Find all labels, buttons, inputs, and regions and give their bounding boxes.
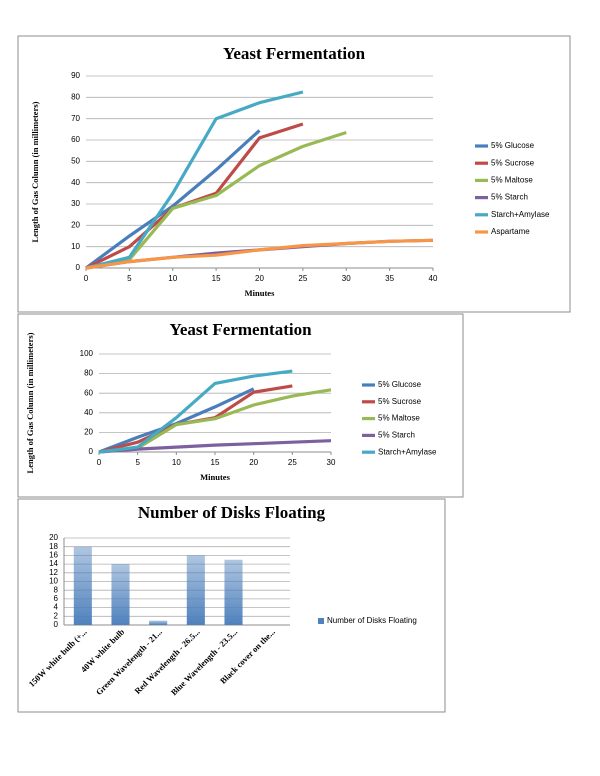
- chart-title: Yeast Fermentation: [169, 320, 312, 339]
- x-tick-label: 10: [168, 274, 177, 283]
- y-tick-label: 0: [89, 447, 94, 456]
- chart-frame: [17, 313, 464, 498]
- x-tick-label: 15: [211, 458, 220, 467]
- y-tick-label: 20: [71, 220, 80, 229]
- legend-label: 5% Sucrose: [378, 397, 422, 406]
- x-tick-label: 35: [385, 274, 394, 283]
- x-tick-label: 25: [288, 458, 297, 467]
- bar: [149, 620, 168, 625]
- y-tick-label: 40: [71, 178, 80, 187]
- y-tick-label: 70: [71, 114, 80, 123]
- y-tick-label: 0: [76, 263, 81, 272]
- x-tick-label: 40: [429, 274, 438, 283]
- bar: [186, 555, 205, 625]
- y-tick-label: 6: [54, 594, 59, 603]
- y-tick-label: 60: [71, 135, 80, 144]
- x-tick-label: 20: [249, 458, 258, 467]
- y-axis-title: Length of Gas Column (in millimeters): [25, 332, 35, 473]
- legend-label: Number of Disks Floating: [327, 616, 417, 625]
- series-line: [98, 369, 293, 454]
- legend-label: 5% Maltose: [491, 176, 533, 185]
- bar: [224, 559, 243, 625]
- x-tick-label: 0: [84, 274, 89, 283]
- y-tick-label: 80: [71, 92, 80, 101]
- x-tick-label: 20: [255, 274, 264, 283]
- legend-label: 5% Glucose: [491, 141, 535, 150]
- y-tick-label: 14: [49, 559, 58, 568]
- series-line: [85, 129, 261, 270]
- x-tick-label: 5: [127, 274, 132, 283]
- chart-title: Number of Disks Floating: [138, 503, 326, 522]
- x-tick-label: 30: [327, 458, 336, 467]
- legend-swatch: [318, 618, 324, 624]
- series-line: [85, 238, 434, 270]
- chart-frame: [17, 35, 571, 313]
- legend-label: 5% Starch: [491, 193, 528, 202]
- y-tick-label: 0: [54, 620, 59, 629]
- y-tick-label: 8: [54, 585, 59, 594]
- x-tick-label: 25: [298, 274, 307, 283]
- legend-label: 5% Maltose: [378, 414, 420, 423]
- y-tick-label: 12: [49, 568, 58, 577]
- y-tick-label: 30: [71, 199, 80, 208]
- series-line: [85, 90, 304, 270]
- bar: [111, 564, 130, 625]
- y-axis-title: Length of Gas Column (in millimeters): [30, 101, 40, 242]
- y-tick-label: 20: [49, 533, 58, 542]
- series-line: [98, 439, 332, 454]
- legend-label: Starch+Amylase: [378, 447, 437, 456]
- y-tick-label: 40: [84, 408, 93, 417]
- y-tick-label: 2: [54, 611, 59, 620]
- series-line: [85, 130, 347, 270]
- y-tick-label: 100: [80, 349, 94, 358]
- chart-title: Yeast Fermentation: [223, 44, 366, 63]
- x-tick-label: 5: [135, 458, 140, 467]
- x-tick-label: 0: [97, 458, 102, 467]
- y-tick-label: 20: [84, 428, 93, 437]
- x-axis-title: Minutes: [200, 472, 230, 482]
- x-tick-label: 10: [172, 458, 181, 467]
- legend-label: Starch+Amylase: [491, 210, 550, 219]
- chart: Number of Disks Floating 0246810121416182…: [17, 498, 446, 713]
- x-axis-title: Minutes: [245, 288, 275, 298]
- y-tick-label: 90: [71, 71, 80, 80]
- y-tick-label: 10: [71, 242, 80, 251]
- x-tick-label: 30: [342, 274, 351, 283]
- legend-label: 5% Sucrose: [491, 158, 535, 167]
- x-tick-label: 15: [212, 274, 221, 283]
- y-tick-label: 10: [49, 577, 58, 586]
- y-tick-label: 18: [49, 542, 58, 551]
- legend-label: Aspartame: [491, 227, 530, 236]
- legend-label: 5% Starch: [378, 431, 415, 440]
- chart: Yeast Fermentation0102030405060708090Len…: [17, 35, 571, 313]
- bar: [73, 546, 92, 625]
- legend-label: 5% Glucose: [378, 380, 422, 389]
- y-tick-label: 50: [71, 156, 80, 165]
- y-tick-label: 60: [84, 388, 93, 397]
- y-tick-label: 16: [49, 551, 58, 560]
- y-tick-label: 4: [54, 603, 59, 612]
- y-tick-label: 80: [84, 369, 93, 378]
